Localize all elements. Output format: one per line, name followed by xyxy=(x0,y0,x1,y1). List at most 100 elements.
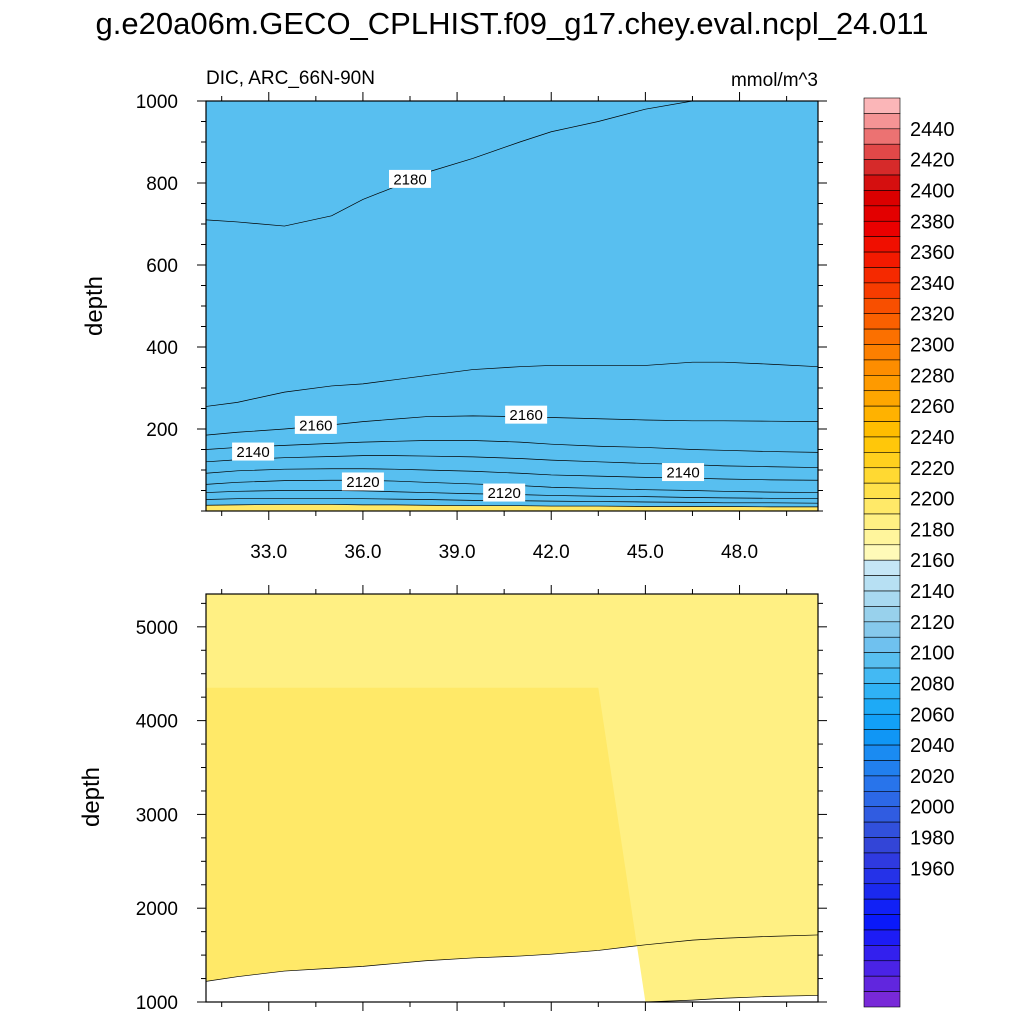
colorbar-box xyxy=(863,698,901,715)
colorbar-box xyxy=(863,513,901,530)
svg-text:2120: 2120 xyxy=(346,474,379,491)
colorbar-box xyxy=(863,390,901,407)
upper-depth-panel: 2180 2160 2140 2120 2120 2140 2160 200 400 600 80… xyxy=(81,68,827,563)
svg-text:2140: 2140 xyxy=(236,444,269,461)
colorbar-box xyxy=(863,544,901,561)
upper-contour-label: 2140 xyxy=(662,463,705,482)
colorbar-box xyxy=(863,806,901,823)
colorbar-label: 2100 xyxy=(910,643,955,665)
colorbar-box xyxy=(863,883,901,900)
colorbar-box xyxy=(863,405,901,422)
upper-ylabel: depth xyxy=(81,276,108,336)
colorbar-box xyxy=(863,251,901,268)
colorbar-label: 2020 xyxy=(910,766,955,788)
upper-xtick-label: 36.0 xyxy=(344,542,381,563)
colorbar-label: 2380 xyxy=(910,211,955,233)
colorbar-box xyxy=(863,482,901,499)
colorbar-box xyxy=(863,328,901,345)
colorbar-box xyxy=(863,236,901,253)
lower-ytick-label: 4000 xyxy=(136,712,178,733)
colorbar-box xyxy=(863,975,901,992)
colorbar-label: 2180 xyxy=(910,519,955,541)
colorbar-label: 2360 xyxy=(910,242,955,264)
colorbar-box xyxy=(863,421,901,438)
colorbar-box xyxy=(863,436,901,453)
colorbar-box xyxy=(863,837,901,854)
colorbar-label: 2400 xyxy=(910,180,955,202)
colorbar-label: 1960 xyxy=(910,858,955,880)
svg-text:2120: 2120 xyxy=(487,485,520,502)
colorbar-label: 2000 xyxy=(910,797,955,819)
upper-contour-label: 2120 xyxy=(341,472,384,491)
svg-text:2140: 2140 xyxy=(666,465,699,482)
upper-xtick-label: 33.0 xyxy=(250,542,287,563)
upper-contour-label: 2180 xyxy=(389,169,431,188)
colorbar-box xyxy=(863,652,901,669)
colorbar-box xyxy=(863,97,901,114)
colorbar-box xyxy=(863,760,901,777)
lower-plot-frame xyxy=(205,593,819,1003)
upper-contour-2150 xyxy=(206,440,818,453)
colorbar-label: 2220 xyxy=(910,458,955,480)
colorbar-label: 2060 xyxy=(910,704,955,726)
upper-ytick-label: 1000 xyxy=(136,92,178,113)
upper-ytick-label: 200 xyxy=(146,420,178,441)
colorbar-label: 2200 xyxy=(910,489,955,511)
colorbar-box xyxy=(863,267,901,284)
svg-text:2180: 2180 xyxy=(393,171,426,188)
upper-fill-band xyxy=(206,101,818,507)
colorbar-box xyxy=(863,868,901,885)
upper-contour-2130 xyxy=(206,468,818,481)
lower-depth-panel: 1000 2000 3000 4000 5000 depth xyxy=(78,585,827,1014)
colorbar-box xyxy=(863,821,901,838)
colorbar-box xyxy=(863,190,901,207)
upper-contour-label: 2120 xyxy=(483,483,526,502)
colorbar-box xyxy=(863,744,901,761)
upper-contour-label: 2160 xyxy=(294,415,337,434)
upper-contour-2090 xyxy=(206,504,818,508)
colorbar-label: 2320 xyxy=(910,304,955,326)
lower-ytick-label: 1000 xyxy=(136,993,178,1014)
colorbar-label: 1980 xyxy=(910,828,955,850)
upper-xtick-label: 45.0 xyxy=(627,542,664,563)
colorbar: 2440 2420 2400 2380 2360 2340 2320 2300 2280 2260… xyxy=(863,97,955,1008)
colorbar-box xyxy=(863,991,901,1008)
lower-ytick-label: 5000 xyxy=(136,618,178,639)
colorbar-box xyxy=(863,297,901,314)
upper-subtitle-left: DIC, ARC_66N-90N xyxy=(206,68,375,89)
colorbar-box xyxy=(863,282,901,299)
colorbar-box xyxy=(863,205,901,222)
colorbar-box xyxy=(863,344,901,361)
colorbar-box xyxy=(863,113,901,130)
lower-ytick-label: 2000 xyxy=(136,899,178,920)
colorbar-box xyxy=(863,452,901,469)
colorbar-box xyxy=(863,683,901,700)
colorbar-box xyxy=(863,667,901,684)
lower-ytick-label: 3000 xyxy=(136,805,178,826)
figure-title: g.e20a06m.GECO_CPLHIST.f09_g17.chey.eval… xyxy=(95,6,929,41)
colorbar-label: 2280 xyxy=(910,365,955,387)
colorbar-box xyxy=(863,498,901,515)
upper-ytick-label: 600 xyxy=(146,256,178,277)
upper-xtick-label: 48.0 xyxy=(721,542,758,563)
upper-subtitle-right: mmol/m^3 xyxy=(731,70,818,91)
colorbar-box xyxy=(863,159,901,176)
colorbar-box xyxy=(863,467,901,484)
svg-text:2160: 2160 xyxy=(299,417,332,434)
upper-ytick-label: 800 xyxy=(146,174,178,195)
colorbar-box xyxy=(863,313,901,330)
colorbar-box xyxy=(863,852,901,869)
colorbar-label: 2120 xyxy=(910,612,955,634)
upper-contour-label: 2140 xyxy=(232,442,275,461)
svg-text:2160: 2160 xyxy=(509,407,542,424)
colorbar-box xyxy=(863,713,901,730)
upper-contour-2170 xyxy=(206,361,818,407)
colorbar-box xyxy=(863,575,901,592)
colorbar-box xyxy=(863,606,901,623)
colorbar-box xyxy=(863,174,901,191)
colorbar-label: 2340 xyxy=(910,273,955,295)
colorbar-box xyxy=(863,621,901,638)
colorbar-box xyxy=(863,960,901,977)
colorbar-box xyxy=(863,559,901,576)
